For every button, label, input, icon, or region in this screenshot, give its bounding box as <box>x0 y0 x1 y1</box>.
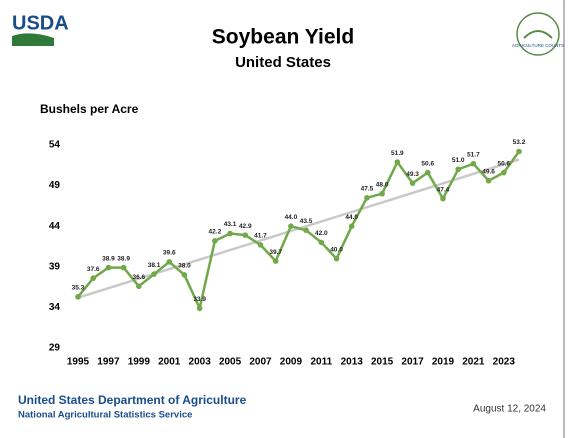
point <box>181 272 188 278</box>
x-tick-label: 2021 <box>462 357 485 368</box>
value-label: 49.3 <box>406 171 419 178</box>
y-tick-label: 29 <box>49 343 61 354</box>
logo-text: USDA <box>12 12 69 34</box>
point <box>500 169 507 176</box>
value-label: 40.0 <box>330 246 343 253</box>
point <box>379 190 385 197</box>
value-label: 39.7 <box>269 249 282 256</box>
point <box>90 275 97 281</box>
point <box>120 264 127 271</box>
y-tick-label: 34 <box>49 302 61 313</box>
point <box>333 255 340 262</box>
chart-title: Soybean Yield <box>212 26 354 49</box>
point <box>440 195 446 202</box>
value-label: 38.0 <box>178 263 191 270</box>
y-tick-label: 39 <box>49 261 61 272</box>
y-tick-label: 54 <box>49 140 61 151</box>
value-label: 51.9 <box>391 150 404 157</box>
point <box>409 180 416 186</box>
point <box>151 271 157 277</box>
point <box>242 232 249 238</box>
y-tick-label: 49 <box>49 180 61 191</box>
chart-subtitle: United States <box>235 54 331 71</box>
value-label: 38.9 <box>102 255 115 262</box>
x-tick-label: 2017 <box>401 357 424 368</box>
footer-service: National Agricultural Statistics Service <box>18 410 192 421</box>
point <box>288 223 294 229</box>
value-label: 44.0 <box>285 214 298 221</box>
point <box>516 148 522 155</box>
point <box>470 160 477 167</box>
point <box>348 223 355 229</box>
point <box>105 264 112 271</box>
x-tick-label: 2013 <box>341 357 364 368</box>
value-label: 51.7 <box>467 151 480 158</box>
point <box>424 169 431 176</box>
value-label: 43.1 <box>224 221 237 228</box>
logo-field <box>12 33 54 46</box>
footer-date: August 12, 2024 <box>473 404 546 415</box>
x-tick-label: 2019 <box>432 357 455 368</box>
x-tick-label: 1999 <box>128 357 151 368</box>
point <box>227 230 233 237</box>
value-label: 53.2 <box>513 139 526 146</box>
value-label: 50.6 <box>497 160 510 167</box>
value-label: 37.6 <box>87 266 100 273</box>
point <box>75 294 81 300</box>
usda-logo: USDA <box>12 12 69 46</box>
point <box>136 283 142 290</box>
x-tick-label: 2001 <box>158 357 181 368</box>
value-label: 42.9 <box>239 223 252 230</box>
badge: AGRICULTURE COUNTS <box>512 12 564 56</box>
value-label: 51.0 <box>452 157 465 164</box>
value-label: 50.6 <box>421 160 434 167</box>
point <box>318 239 325 246</box>
value-label: 36.6 <box>132 274 145 281</box>
x-tick-label: 1997 <box>97 357 120 368</box>
value-label: 38.9 <box>117 255 130 262</box>
x-tick-label: 2009 <box>280 357 303 368</box>
y-axis-label: Bushels per Acre <box>40 102 139 116</box>
value-label: 39.6 <box>163 250 176 257</box>
x-tick-label: 2015 <box>371 357 394 368</box>
point <box>455 166 461 173</box>
badge-ring <box>516 12 560 56</box>
point <box>257 242 264 248</box>
x-tick-label: 2005 <box>219 357 242 368</box>
x-tick-label: 2007 <box>249 357 272 368</box>
point <box>166 259 173 265</box>
footer-org: United States Department of Agriculture <box>18 393 247 407</box>
value-label: 44.0 <box>345 214 358 221</box>
point <box>272 258 279 264</box>
value-label: 42.2 <box>209 229 222 236</box>
x-tick-label: 2003 <box>189 357 212 368</box>
series-line <box>77 150 521 313</box>
x-tick-label: 1995 <box>67 357 90 368</box>
value-label: 41.7 <box>254 233 267 240</box>
value-label: 35.3 <box>72 285 85 292</box>
point <box>364 194 370 201</box>
value-label: 43.5 <box>300 218 313 225</box>
point <box>485 177 492 184</box>
value-label: 47.5 <box>361 185 374 192</box>
x-tick-label: 2011 <box>310 357 332 368</box>
value-label: 42.0 <box>315 230 328 237</box>
value-label: 48.0 <box>376 181 389 188</box>
y-tick-label: 44 <box>49 221 61 232</box>
value-label: 33.9 <box>193 296 206 303</box>
value-label: 47.4 <box>437 186 450 193</box>
point <box>303 227 309 234</box>
point <box>196 305 203 312</box>
value-label: 38.1 <box>148 262 161 269</box>
x-tick-label: 2023 <box>493 357 516 368</box>
badge-text: AGRICULTURE COUNTS <box>512 43 564 48</box>
point <box>212 238 218 244</box>
value-label: 49.6 <box>482 168 495 175</box>
badge-icon <box>523 30 553 39</box>
point <box>394 159 401 165</box>
